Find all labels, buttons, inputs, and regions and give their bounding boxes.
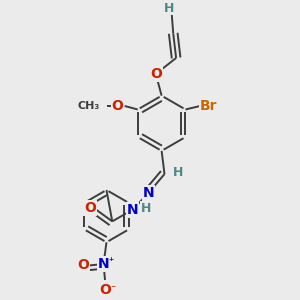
Text: ⁺: ⁺ bbox=[109, 257, 114, 267]
Text: H: H bbox=[164, 2, 174, 15]
Text: N: N bbox=[127, 203, 138, 217]
Text: O: O bbox=[77, 259, 89, 272]
Text: CH₃: CH₃ bbox=[78, 101, 100, 111]
Text: O: O bbox=[150, 67, 162, 81]
Text: H: H bbox=[172, 166, 183, 179]
Text: O: O bbox=[84, 201, 96, 215]
Text: O: O bbox=[112, 99, 123, 113]
Text: N: N bbox=[98, 257, 109, 271]
Text: N: N bbox=[143, 186, 154, 200]
Text: H: H bbox=[141, 202, 151, 215]
Text: ⁻: ⁻ bbox=[110, 284, 116, 294]
Text: O: O bbox=[99, 283, 111, 297]
Text: Br: Br bbox=[200, 99, 218, 113]
